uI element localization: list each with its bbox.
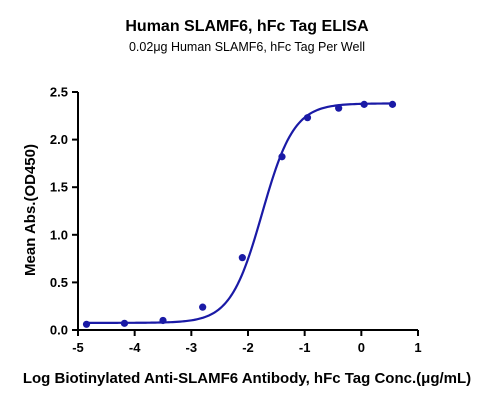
y-tick-label: 1.0 — [50, 227, 68, 242]
chart-title: Human SLAMF6, hFc Tag ELISA — [125, 18, 369, 35]
y-axis-label: Mean Abs.(OD450) — [22, 144, 39, 276]
x-tick-label: -3 — [186, 340, 198, 355]
plot-area: -5 -4 -3 -2 -1 0 1 0.0 0.5 1.0 1.5 2.0 2.5 — [50, 85, 422, 356]
data-point — [120, 319, 129, 327]
y-tick-label: 0.5 — [50, 275, 68, 290]
data-point — [360, 100, 368, 108]
fit-curve — [86, 102, 393, 324]
x-tick-label: -1 — [299, 340, 311, 355]
data-point — [303, 114, 312, 122]
x-tick-label: 1 — [414, 340, 421, 355]
x-tick-label: -5 — [72, 340, 84, 355]
x-axis-label: Log Biotinylated Anti-SLAMF6 Antibody, h… — [23, 370, 471, 387]
y-tick-label: 1.5 — [50, 180, 68, 195]
x-tick-label: -4 — [129, 340, 141, 355]
chart-subtitle: 0.02μg Human SLAMF6, hFc Tag Per Well — [129, 40, 365, 54]
data-point — [238, 254, 246, 262]
x-tick-label: -2 — [242, 340, 254, 355]
data-point — [82, 320, 91, 328]
data-point — [199, 303, 207, 311]
y-tick-label: 0.0 — [50, 323, 68, 338]
data-point — [159, 316, 167, 325]
y-tick-label: 2.5 — [50, 85, 68, 100]
data-point — [335, 104, 343, 112]
x-tick-label: 0 — [358, 340, 365, 355]
data-point — [388, 100, 397, 108]
y-tick-label: 2.0 — [50, 132, 68, 147]
data-point — [278, 153, 286, 161]
